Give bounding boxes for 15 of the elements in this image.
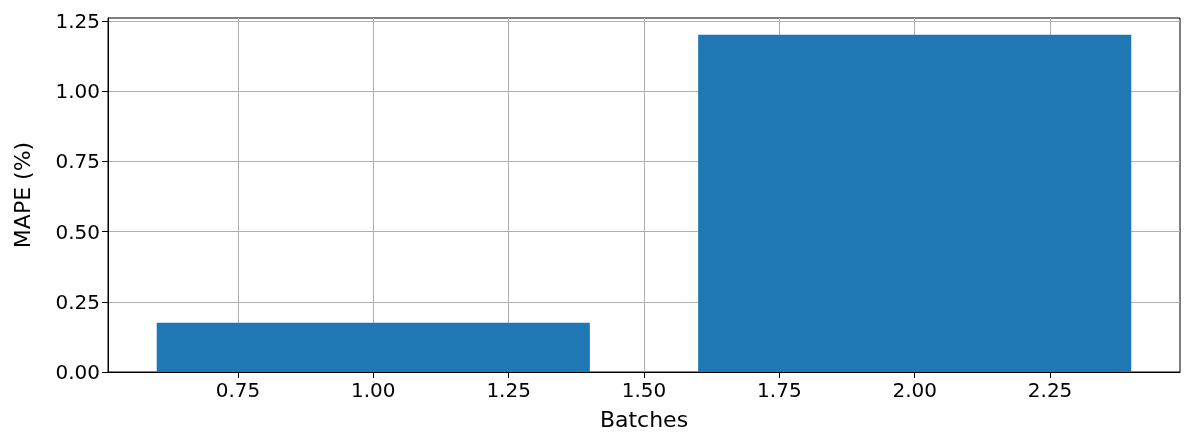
x-axis-title: Batches: [599, 406, 689, 432]
x-tick-label: 1.00: [351, 378, 396, 402]
x-tick-label: 1.25: [486, 378, 531, 402]
y-tick-label: 0.00: [55, 360, 100, 384]
x-tick-label: 1.75: [757, 378, 802, 402]
x-tick-label: 1.50: [621, 378, 667, 402]
y-tick-label: 0.50: [55, 219, 100, 244]
y-tick-label: 1.25: [55, 8, 100, 33]
y-tick-label: 0.75: [55, 149, 100, 174]
x-tick-label: 0.75: [215, 378, 261, 402]
y-axis-title: MAPE (%): [9, 141, 35, 249]
x-tick-label: 2.00: [892, 378, 937, 402]
y-tick-label: 0.25: [55, 289, 100, 314]
y-tick-label: 1.00: [55, 79, 100, 104]
x-tick-label: 2.25: [1027, 378, 1073, 402]
